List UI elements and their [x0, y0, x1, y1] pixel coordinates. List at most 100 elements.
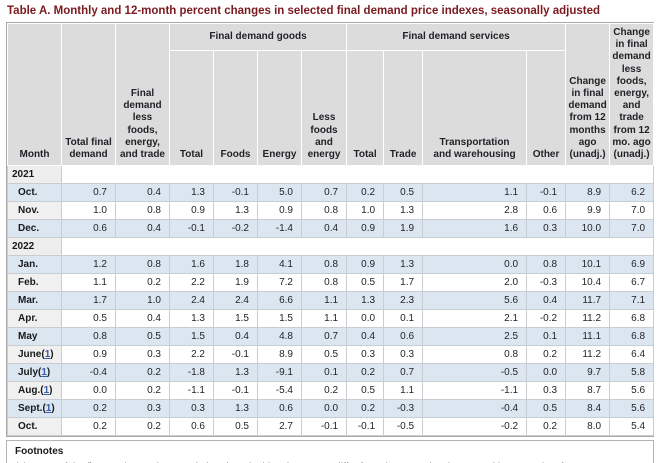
data-cell: 0.9	[257, 201, 302, 221]
data-cell: 1.0	[115, 291, 170, 311]
data-cell: -0.3	[383, 399, 424, 419]
data-cell: 1.3	[383, 255, 424, 275]
data-cell: 10.1	[565, 255, 611, 275]
data-cell: 0.3	[526, 219, 567, 239]
col-header-goods-total: Total	[169, 49, 214, 167]
data-cell: 0.9	[346, 219, 385, 239]
footnote-ref-link[interactable]: 1	[43, 385, 50, 397]
data-cell: 0.5	[213, 417, 258, 437]
table-row: Sept.(1) 0.2 0.3 0.3 1.3 0.6 0.0 0.2 -0.3 -0.4 0.5…	[7, 399, 655, 419]
data-cell: 2.2	[169, 273, 214, 293]
data-cell: 1.1	[61, 273, 116, 293]
data-cell: 0.8	[115, 255, 170, 275]
data-cell: -1.8	[169, 363, 214, 383]
data-cell: 0.1	[526, 327, 567, 347]
data-cell: 1.9	[383, 219, 424, 239]
data-cell: 0.4	[300, 219, 348, 239]
data-cell: 0.8	[300, 201, 348, 221]
table-row: Apr. 0.5 0.4 1.3 1.5 1.5 1.1 0.0 0.1 2.1 -0.2 11.2 6…	[7, 309, 655, 329]
col-header-transportation-label: Transportation and warehousing	[433, 136, 516, 160]
month-cell: Feb.	[7, 273, 62, 293]
data-cell: 0.7	[300, 327, 348, 347]
data-cell: 1.3	[169, 309, 214, 329]
year-label: 2021	[7, 165, 62, 185]
data-cell: 0.8	[526, 255, 567, 275]
data-cell: -0.4	[61, 363, 116, 383]
col-header-services-total: Total	[346, 49, 385, 167]
data-cell: 0.9	[346, 255, 385, 275]
data-cell: -5.4	[257, 381, 302, 401]
data-cell: 0.5	[383, 183, 424, 203]
data-cell: 5.4	[609, 417, 655, 437]
data-cell: 0.5	[346, 273, 385, 293]
month-cell: June(1)	[7, 345, 62, 365]
data-cell: 0.7	[383, 363, 424, 383]
data-cell: -1.4	[257, 219, 302, 239]
data-cell: -0.2	[526, 309, 567, 329]
data-cell: 0.2	[526, 345, 567, 365]
col-header-fd-less-foods-energy-trade: Final demand less foods, energy, and tra…	[115, 22, 170, 167]
data-cell: 0.5	[115, 327, 170, 347]
data-cell: 1.6	[422, 219, 528, 239]
data-cell: 11.7	[565, 291, 611, 311]
data-cell: 1.2	[61, 255, 116, 275]
data-cell: 1.7	[383, 273, 424, 293]
data-cell: -0.5	[422, 363, 528, 383]
data-cell: 0.2	[346, 183, 385, 203]
group-header-final-demand-services: Final demand services	[346, 23, 567, 51]
data-cell: 9.9	[565, 201, 611, 221]
month-cell: Nov.	[7, 201, 62, 221]
table-body: 2021 Oct. 0.7 0.4 1.3 -0.1 5.0 0.7 0.2 0.5 1.1 -0.1…	[7, 165, 655, 437]
price-index-table-wrapper: Month Total final demand Final demand le…	[6, 22, 655, 438]
data-cell: 0.1	[300, 363, 348, 383]
data-cell: 1.0	[346, 201, 385, 221]
data-cell: 0.4	[346, 327, 385, 347]
col-header-change-12mo-less: Change in final demand less foods, energ…	[609, 22, 655, 167]
col-header-goods-energy: Energy	[257, 49, 302, 167]
data-cell: 1.5	[169, 327, 214, 347]
data-cell: -0.1	[300, 417, 348, 437]
page-title: Table A. Monthly and 12-month percent ch…	[7, 5, 601, 17]
month-cell: Sept.(1)	[7, 399, 62, 419]
data-cell: 0.2	[115, 417, 170, 437]
data-cell: 0.4	[526, 291, 567, 311]
data-cell: 0.2	[115, 273, 170, 293]
data-cell: 8.4	[565, 399, 611, 419]
col-header-services-other: Other	[526, 49, 567, 167]
month-cell: May	[7, 327, 62, 347]
data-cell: 9.7	[565, 363, 611, 383]
data-cell: 2.1	[422, 309, 528, 329]
data-cell: 1.8	[213, 255, 258, 275]
data-cell: 0.8	[422, 345, 528, 365]
col-header-month: Month	[7, 22, 62, 167]
table-row: Dec. 0.6 0.4 -0.1 -0.2 -1.4 0.4 0.9 1.9 1.6 0.3 10.…	[7, 219, 655, 239]
data-cell: 1.3	[213, 201, 258, 221]
data-cell: 1.3	[213, 399, 258, 419]
data-cell: 1.9	[213, 273, 258, 293]
month-cell: Mar.	[7, 291, 62, 311]
footnote-ref-link[interactable]: 1	[41, 367, 47, 379]
data-cell: -0.1	[213, 381, 258, 401]
data-cell: 2.7	[257, 417, 302, 437]
data-cell: 0.3	[115, 399, 170, 419]
data-cell: 5.6	[609, 381, 655, 401]
data-cell: 7.1	[609, 291, 655, 311]
data-cell: 0.6	[383, 327, 424, 347]
data-cell: -0.5	[383, 417, 424, 437]
data-cell: 0.0	[526, 363, 567, 383]
data-cell: 0.4	[115, 219, 170, 239]
month-cell: Jan.	[7, 255, 62, 275]
data-cell: 0.0	[346, 309, 385, 329]
footnote-ref-link[interactable]: 1	[45, 403, 52, 415]
month-cell: Aug.(1)	[7, 381, 62, 401]
data-cell: 8.9	[257, 345, 302, 365]
footnote-ref-link[interactable]: 1	[44, 349, 51, 361]
data-cell: 0.9	[169, 201, 214, 221]
data-cell: 1.1	[383, 381, 424, 401]
price-index-table: Month Total final demand Final demand le…	[7, 22, 655, 437]
data-cell: 4.1	[257, 255, 302, 275]
data-cell: 0.8	[115, 201, 170, 221]
data-cell: -1.1	[422, 381, 528, 401]
data-cell: 11.2	[565, 309, 611, 329]
data-cell: 0.6	[526, 201, 567, 221]
